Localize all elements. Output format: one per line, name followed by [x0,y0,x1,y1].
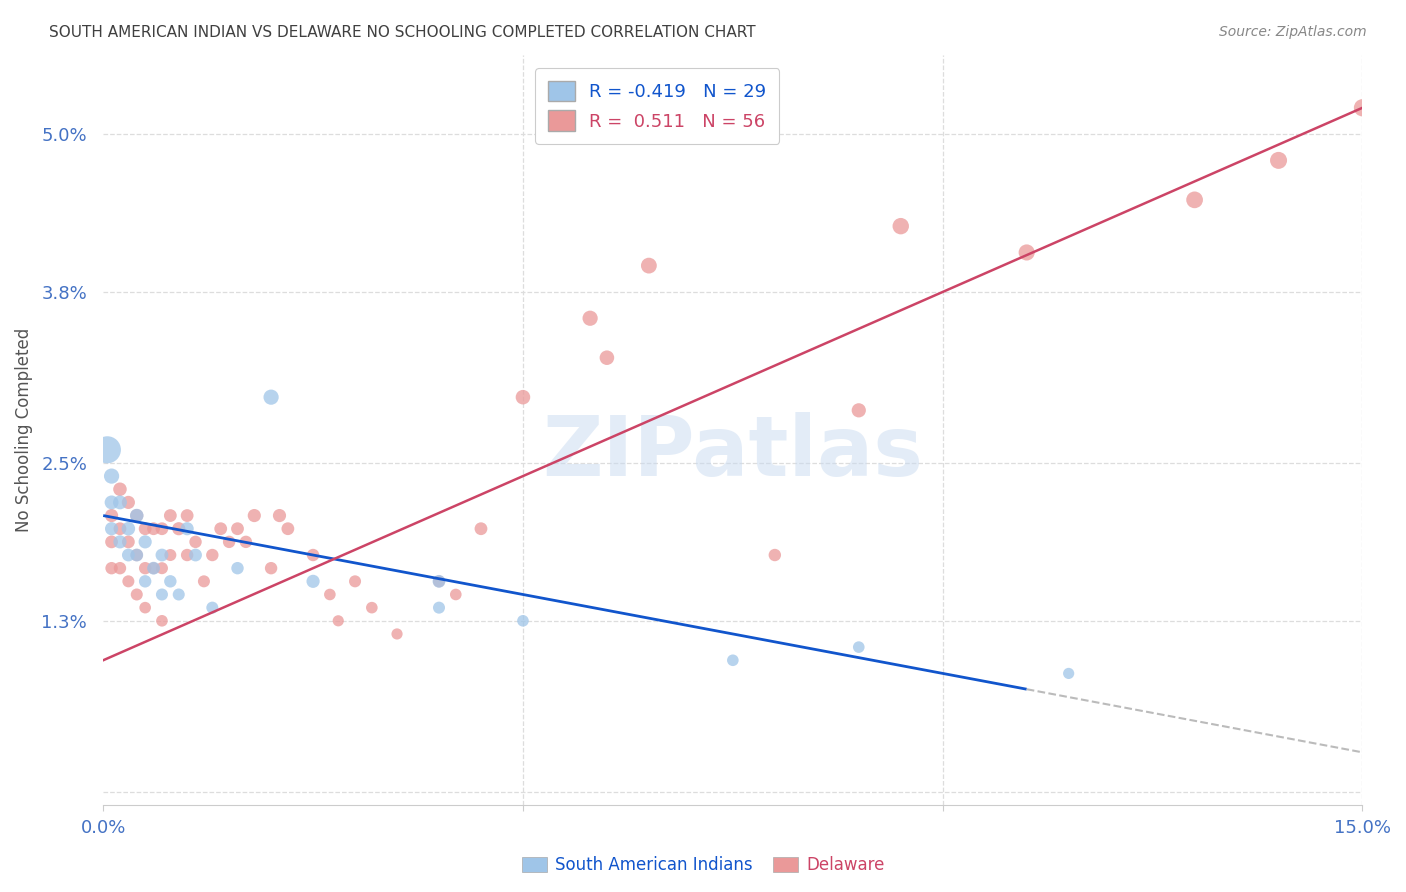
Point [150,614,173,628]
Point [176,548,198,562]
Text: SOUTH AMERICAN INDIAN VS DELAWARE NO SCHOOLING COMPLETED CORRELATION CHART: SOUTH AMERICAN INDIAN VS DELAWARE NO SCH… [49,25,756,40]
Point [209,522,232,536]
Point [159,548,181,562]
Point [427,600,450,615]
Point [638,259,661,273]
Point [125,508,148,523]
Point [142,561,165,575]
Point [260,390,283,404]
Point [167,522,190,536]
Point [167,587,190,601]
Point [100,534,122,549]
Point [470,522,492,536]
Point [134,534,156,549]
Point [159,508,181,523]
Point [721,653,744,667]
Point [125,508,148,523]
Point [100,469,122,483]
Point [108,482,131,496]
Point [226,561,249,575]
Point [184,548,207,562]
Point [1267,153,1289,168]
Text: Source: ZipAtlas.com: Source: ZipAtlas.com [1219,25,1367,39]
Point [108,534,131,549]
Point [96,442,118,457]
Point [444,587,467,601]
Point [108,495,131,509]
Point [235,534,257,549]
Point [134,600,156,615]
Point [512,390,534,404]
Point [226,522,249,536]
Point [150,561,173,575]
Point [1351,101,1374,115]
Point [277,522,299,536]
Point [319,587,342,601]
Point [427,574,450,589]
Point [134,574,156,589]
Point [360,600,382,615]
Point [260,561,283,575]
Point [108,522,131,536]
Point [579,311,602,326]
Point [218,534,240,549]
Point [176,508,198,523]
Point [328,614,350,628]
Point [134,522,156,536]
Point [117,574,139,589]
Point [1015,245,1038,260]
Point [1184,193,1206,207]
Legend: South American Indians, Delaware: South American Indians, Delaware [516,851,890,880]
Point [1057,666,1080,681]
Point [184,534,207,549]
Point [848,640,870,654]
Legend: R = -0.419   N = 29, R =  0.511   N = 56: R = -0.419 N = 29, R = 0.511 N = 56 [536,68,779,144]
Point [302,548,325,562]
Point [100,522,122,536]
Point [117,495,139,509]
Point [150,522,173,536]
Point [385,627,408,641]
Point [512,614,534,628]
Y-axis label: No Schooling Completed: No Schooling Completed [15,328,32,533]
Point [302,574,325,589]
Point [243,508,266,523]
Point [117,522,139,536]
Point [596,351,619,365]
Point [763,548,786,562]
Point [427,574,450,589]
Point [100,561,122,575]
Point [142,522,165,536]
Point [176,522,198,536]
Point [150,587,173,601]
Point [125,548,148,562]
Point [100,508,122,523]
Point [201,548,224,562]
Point [193,574,215,589]
Point [269,508,291,523]
Point [125,548,148,562]
Point [344,574,367,589]
Point [117,534,139,549]
Point [108,561,131,575]
Point [134,561,156,575]
Point [201,600,224,615]
Text: ZIPatlas: ZIPatlas [543,412,924,493]
Point [125,587,148,601]
Point [848,403,870,417]
Point [150,548,173,562]
Point [890,219,912,234]
Point [100,495,122,509]
Point [142,561,165,575]
Point [117,548,139,562]
Point [159,574,181,589]
